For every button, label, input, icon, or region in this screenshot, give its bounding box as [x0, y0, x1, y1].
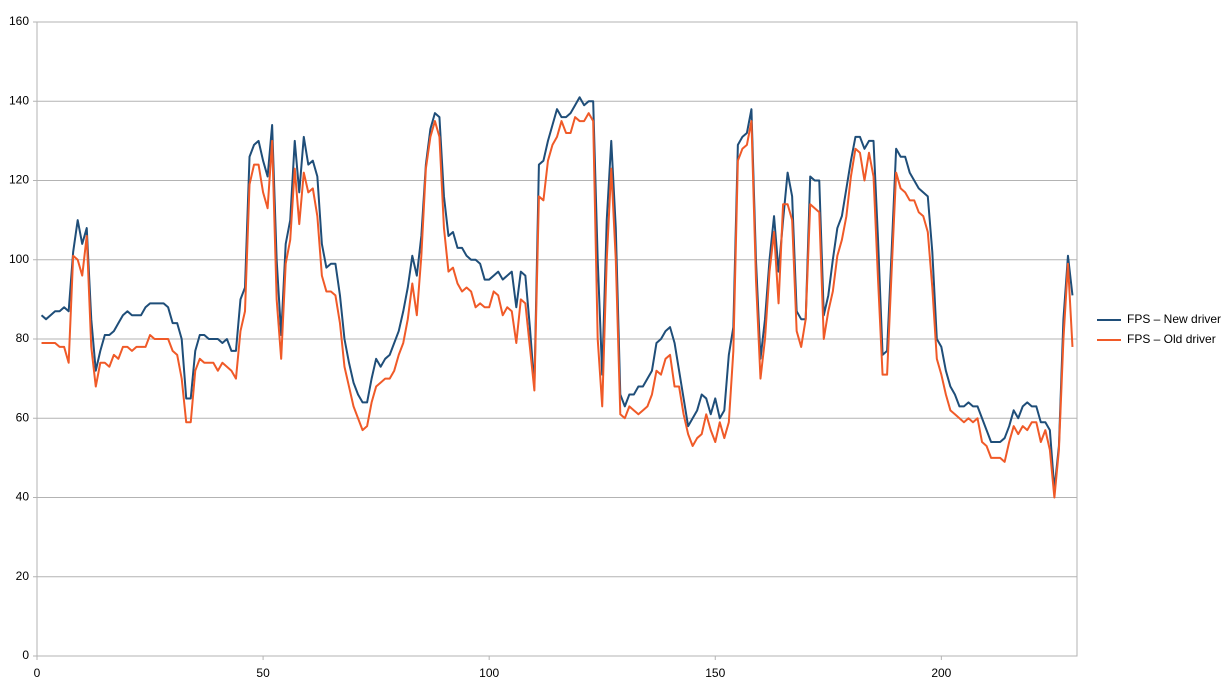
y-tick-label: 80: [16, 331, 30, 345]
y-tick-label: 120: [9, 173, 29, 187]
y-tick-label: 20: [16, 569, 30, 583]
legend-label: FPS – Old driver: [1127, 332, 1216, 346]
y-tick-label: 160: [9, 14, 29, 28]
x-tick-label: 0: [34, 666, 41, 680]
x-tick-label: 100: [479, 666, 499, 680]
x-tick-label: 150: [705, 666, 725, 680]
series-line: [40, 96, 1074, 491]
series-line: [41, 112, 1074, 499]
y-tick-label: 100: [9, 252, 29, 266]
y-tick-label: 140: [9, 93, 29, 107]
x-tick-label: 200: [931, 666, 951, 680]
y-tick-label: 40: [16, 490, 30, 504]
y-tick-label: 0: [22, 648, 29, 662]
x-tick-label: 50: [256, 666, 270, 680]
y-tick-label: 60: [16, 410, 30, 424]
legend-label: FPS – New driver: [1127, 312, 1221, 326]
